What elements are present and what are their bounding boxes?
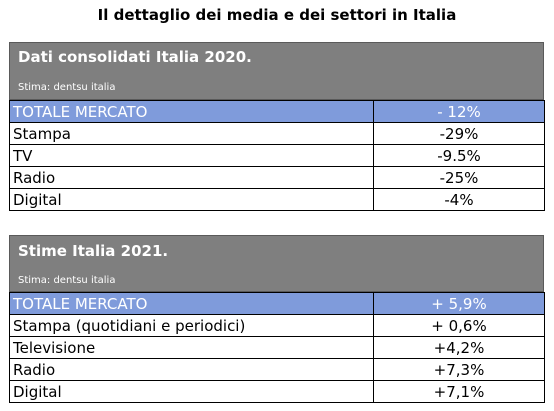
row-value: +4,2% xyxy=(373,336,545,359)
row-label: Radio xyxy=(9,166,374,189)
row-label: TOTALE MERCATO xyxy=(9,100,374,123)
row-value: - 12% xyxy=(373,100,545,123)
table-row-total: TOTALE MERCATO - 12% xyxy=(9,100,545,123)
row-label: TV xyxy=(9,144,374,167)
table-header: Dati consolidati Italia 2020. Stima: den… xyxy=(9,42,544,100)
row-label: Stampa (quotidiani e periodici) xyxy=(9,314,374,337)
table-source: Stima: dentsu italia xyxy=(18,275,116,286)
row-value: + 5,9% xyxy=(373,292,545,315)
row-value: -9.5% xyxy=(373,144,545,167)
row-value: +7,3% xyxy=(373,358,545,381)
table-2020: Dati consolidati Italia 2020. Stima: den… xyxy=(9,42,545,211)
row-value: -29% xyxy=(373,122,545,145)
row-value: + 0,6% xyxy=(373,314,545,337)
table-row: Digital -4% xyxy=(9,188,545,211)
row-value: -4% xyxy=(373,188,545,211)
data-table: TOTALE MERCATO - 12% Stampa -29% TV -9.5… xyxy=(9,100,545,211)
table-title: Dati consolidati Italia 2020. xyxy=(18,48,252,66)
row-value: +7,1% xyxy=(373,380,545,403)
table-title: Stime Italia 2021. xyxy=(18,242,169,260)
row-value: -25% xyxy=(373,166,545,189)
table-header: Stime Italia 2021. Stima: dentsu italia xyxy=(9,235,544,292)
table-2021: Stime Italia 2021. Stima: dentsu italia … xyxy=(9,235,545,403)
row-label: Televisione xyxy=(9,336,374,359)
row-label: Radio xyxy=(9,358,374,381)
table-row: Stampa (quotidiani e periodici) + 0,6% xyxy=(9,314,545,337)
row-label: TOTALE MERCATO xyxy=(9,292,374,315)
row-label: Digital xyxy=(9,380,374,403)
table-row: Radio -25% xyxy=(9,166,545,189)
table-row: Televisione +4,2% xyxy=(9,336,545,359)
row-label: Digital xyxy=(9,188,374,211)
table-source: Stima: dentsu italia xyxy=(18,82,116,93)
table-row: Radio +7,3% xyxy=(9,358,545,381)
table-row: Stampa -29% xyxy=(9,122,545,145)
table-row-total: TOTALE MERCATO + 5,9% xyxy=(9,292,545,315)
page-title: Il dettaglio dei media e dei settori in … xyxy=(97,6,457,24)
table-row: Digital +7,1% xyxy=(9,380,545,403)
row-label: Stampa xyxy=(9,122,374,145)
table-row: TV -9.5% xyxy=(9,144,545,167)
data-table: TOTALE MERCATO + 5,9% Stampa (quotidiani… xyxy=(9,292,545,403)
